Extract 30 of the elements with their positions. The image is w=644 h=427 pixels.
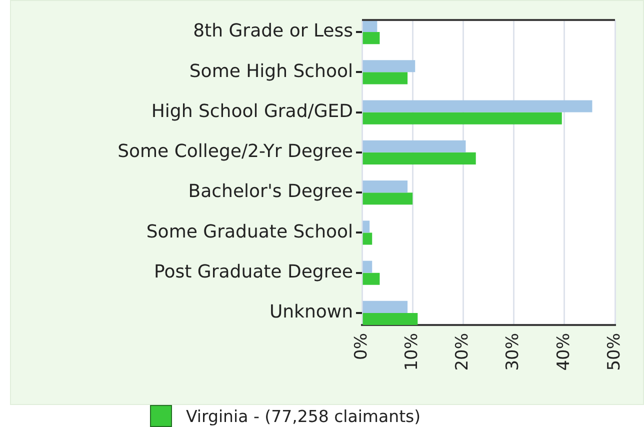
bar bbox=[362, 112, 562, 124]
bar bbox=[362, 272, 380, 285]
x-tick-label: 40% bbox=[554, 333, 574, 371]
bar bbox=[362, 140, 466, 152]
y-tick-label: Unknown bbox=[269, 302, 353, 323]
y-tick-label: Some Graduate School bbox=[146, 221, 353, 242]
legend-label: Virginia - (77,258 claimants) bbox=[186, 406, 421, 426]
bar bbox=[362, 192, 413, 205]
bar bbox=[362, 312, 418, 325]
x-tick-label: 50% bbox=[604, 333, 624, 371]
bar bbox=[362, 152, 476, 164]
y-tick-label: Some College/2-Yr Degree bbox=[118, 141, 353, 162]
y-tick-label: Some High School bbox=[189, 60, 353, 82]
x-tick-label: 20% bbox=[452, 333, 473, 371]
y-tick-label: Bachelor's Degree bbox=[188, 181, 353, 202]
x-tick-label: 10% bbox=[402, 333, 422, 371]
bar bbox=[362, 180, 408, 193]
bar bbox=[362, 260, 372, 273]
bar bbox=[362, 300, 408, 313]
bar bbox=[362, 72, 408, 84]
bar bbox=[362, 100, 592, 112]
y-tick-label: 8th Grade or Less bbox=[193, 20, 353, 42]
bar bbox=[362, 60, 416, 72]
y-tick-label: High School Grad/GED bbox=[151, 100, 353, 122]
x-tick-label: 30% bbox=[503, 333, 524, 371]
bar bbox=[362, 220, 370, 233]
bar bbox=[362, 232, 372, 245]
x-tick-label: 0% bbox=[351, 333, 372, 360]
y-tick-label: Post Graduate Degree bbox=[154, 262, 353, 282]
bar bbox=[362, 32, 380, 44]
